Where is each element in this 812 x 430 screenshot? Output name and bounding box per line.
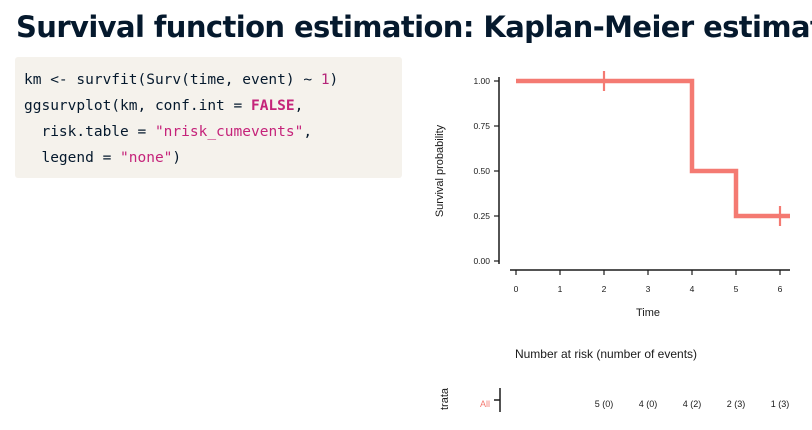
x-tick-label: 1 bbox=[558, 284, 563, 294]
risk-table-value: 2 (3) bbox=[727, 399, 746, 409]
code-line-2: ggsurvplot(km, conf.int = FALSE, bbox=[24, 98, 304, 114]
x-tick-label: 3 bbox=[646, 284, 651, 294]
risk-table-ylabel: trata bbox=[439, 387, 451, 410]
x-tick-label: 4 bbox=[690, 284, 695, 294]
plot-marks bbox=[516, 71, 790, 226]
x-tick-label: 0 bbox=[514, 284, 519, 294]
risk-table-strata-label: All bbox=[480, 399, 490, 409]
x-tick-label: 2 bbox=[602, 284, 607, 294]
code-line-3: risk.table = "nrisk_cumevents", bbox=[24, 124, 313, 140]
risk-table-value: 4 (0) bbox=[639, 399, 658, 409]
code-line-1: km <- survfit(Surv(time, event) ~ 1) bbox=[24, 72, 339, 88]
code-line-4: legend = "none") bbox=[24, 150, 182, 166]
plot-axes: 0.00 0.25 0.50 0.75 1.00 0 1 2 3 4 5 6 bbox=[473, 76, 790, 294]
y-axis-label: Survival probability bbox=[434, 124, 446, 217]
x-axis-label: Time bbox=[636, 307, 660, 319]
y-tick-label: 1.00 bbox=[473, 76, 490, 86]
code-block: km <- survfit(Surv(time, event) ~ 1) ggs… bbox=[15, 57, 402, 178]
risk-table-values: 5 (0) 4 (0) 4 (2) 2 (3) 1 (3) bbox=[595, 399, 790, 409]
y-tick-label: 0.75 bbox=[473, 121, 490, 131]
x-tick-label: 5 bbox=[734, 284, 739, 294]
code-text: km <- survfit(Surv(time, event) ~ 1) ggs… bbox=[24, 67, 402, 171]
risk-table-title: Number at risk (number of events) bbox=[515, 347, 697, 361]
x-tick-label: 6 bbox=[778, 284, 783, 294]
risk-table-value: 1 (3) bbox=[771, 399, 790, 409]
slide-title: Survival function estimation: Kaplan-Mei… bbox=[16, 10, 812, 44]
survival-curve bbox=[516, 78, 790, 219]
risk-table-value: 5 (0) bbox=[595, 399, 614, 409]
risk-table-value: 4 (2) bbox=[683, 399, 702, 409]
y-tick-label: 0.00 bbox=[473, 256, 490, 266]
y-tick-label: 0.25 bbox=[473, 211, 490, 221]
y-tick-label: 0.50 bbox=[473, 166, 490, 176]
